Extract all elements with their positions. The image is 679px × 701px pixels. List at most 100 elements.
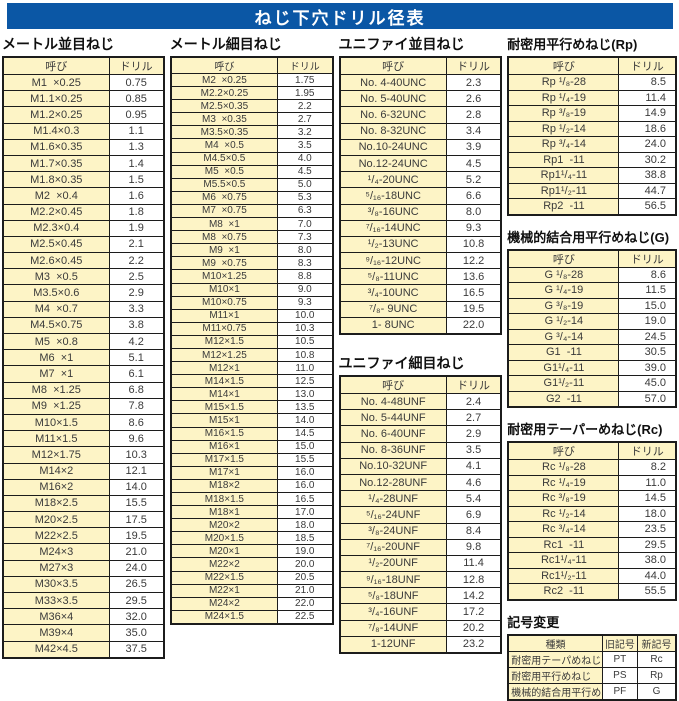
thread-name-cell: Rp ³/₄-14 [507,136,620,153]
table-row: No.10-32UNF 4.1 [339,457,502,475]
thread-name-cell: ⁷/₈- 9UNC [339,300,447,318]
drill-value-cell: 11.0 [277,361,334,376]
column-header: 呼び [170,56,279,74]
thread-name-cell: ¹/₄-28UNF [339,490,447,508]
thread-name-cell: M12×1.75 [2,446,110,464]
table-row: M10×0.75 9.3 [170,295,334,310]
table-row: G ¹/₄-19 11.5 [507,282,677,299]
drill-value-cell: 19.5 [445,300,502,318]
drill-value-cell: 15.5 [108,494,165,513]
thread-name-cell: M3.5×0.35 [170,125,279,140]
thread-name-cell: M18×1 [170,505,279,520]
drill-value-cell: 6.8 [108,381,165,399]
table-row: M2.5×0.35 2.2 [170,99,334,114]
thread-name-cell: M3 ×0.5 [2,268,110,286]
drill-value-cell: 20.5 [277,570,334,585]
thread-name-cell: Rc ¹/₈-28 [507,459,620,476]
thread-name-cell: G1¹/₄-11 [507,359,620,376]
thread-name-cell: ⁵/₈-11UNC [339,268,447,286]
thread-name-cell: M11×1.5 [2,430,110,448]
drill-value-cell: 1.3 [108,138,165,156]
drill-value-cell: 15.5 [277,452,334,467]
table-row: Rc2 -11 55.5 [507,583,677,600]
table-row: M1.6×0.35 1.3 [2,138,165,156]
thread-name-cell: M20×2 [170,518,279,533]
table-row: M33×3.5 29.5 [2,591,165,610]
drill-value-cell: 4.6 [445,473,502,492]
thread-name-cell: M22×2 [170,557,279,572]
drill-value-cell: 12.5 [277,374,334,389]
drill-value-cell: 3.4 [445,122,502,140]
section-title-symbol-change: 記号変更 [507,614,560,630]
table-row: G2 -11 57.0 [507,390,677,408]
drill-value-cell: 14.5 [277,426,334,441]
table-row: ⁵/₁₆-18UNC 6.6 [339,187,502,205]
drill-value-cell: 38.0 [618,552,677,569]
thread-name-cell: No.12-28UNF [339,473,447,492]
thread-name-cell: M20×1.5 [170,531,279,546]
section-title-rc: 耐密用テーパーめねじ(Rc) [507,422,663,437]
thread-name-cell: Rc ¹/₂-14 [507,505,620,522]
thread-name-cell: No. 6-40UNF [339,425,447,443]
thread-name-cell: M18×2 [170,478,279,494]
table-row: M36×4 32.0 [2,608,165,626]
drill-value-cell: 38.8 [618,167,677,184]
column-header: 呼び [339,56,447,75]
column-header: 呼び [507,56,620,75]
drill-value-cell: 8.0 [445,203,502,221]
drill-value-cell: 6.6 [445,187,502,205]
table-row: Rc1¹/₂-11 44.0 [507,567,677,584]
table-row: 1-12UNF 23.2 [339,635,502,654]
table-row: M4 ×0.7 3.3 [2,300,165,318]
table-row: Rp ¹/₄-19 11.4 [507,89,677,106]
table-row: M8 ×0.75 7.3 [170,230,334,245]
drill-value-cell: 24.5 [618,328,677,345]
thread-name-cell: M12×1.5 [170,334,279,349]
drill-value-cell: 24.0 [618,136,677,153]
drill-value-cell: 4.5 [445,154,502,173]
table-symbol_change: 種類 旧記号 新記号 耐密用テーパめねじ PT Rc 耐密用平行めねじ PS Rp 機械的結合用平… [507,633,678,701]
table-row: M42×4.5 37.5 [2,640,165,659]
thread-name-cell: M1 ×0.25 [2,73,110,92]
table-row: No.12-28UNF 4.6 [339,473,502,492]
table-row: M22×2 20.0 [170,557,334,572]
table-row: M1.1×0.25 0.85 [2,90,165,108]
thread-name-cell: G ³/₈-19 [507,297,620,314]
thread-name-cell: M6 ×1 [2,349,110,367]
thread-name-cell: M18×1.5 [170,491,279,507]
table-row: M17×1.5 15.5 [170,452,334,467]
drill-value-cell: 8.6 [618,266,677,283]
table-row: M16×1.5 14.5 [170,426,334,441]
thread-name-cell: ⁷/₁₆-14UNC [339,219,447,237]
table-row: M39×4 35.0 [2,624,165,642]
drill-value-cell: 8.8 [277,269,334,284]
table-row: M4.5×0.5 4.0 [170,151,334,166]
table-row: M16×2 14.0 [2,478,165,496]
table-row: G1 -11 30.5 [507,344,677,361]
drill-value-cell: 10.5 [277,334,334,349]
table-row: M8 ×1.25 6.8 [2,381,165,399]
table-row: M7 ×0.75 6.3 [170,203,334,219]
table-row: M9 ×0.75 8.3 [170,256,334,271]
header-row: 呼び ドリル [507,56,677,75]
drill-value-cell: 6.3 [277,203,334,219]
table-row: ³/₈-24UNF 8.4 [339,522,502,540]
table-row: ⁹/₁₆-12UNC 12.2 [339,252,502,270]
table-row: M24×3 21.0 [2,543,165,561]
thread-name-cell: ⁵/₁₆-24UNF [339,506,447,524]
table-row: M30×3.5 26.5 [2,575,165,594]
table-row: No. 5-40UNC 2.6 [339,90,502,108]
drill-value-cell: 3.9 [445,138,502,156]
thread-name-cell: M3 ×0.35 [170,112,279,127]
table-container-symbol-change: 種類 旧記号 新記号 耐密用テーパめねじ PT Rc 耐密用平行めねじ PS Rp 機械的結合用平… [507,633,678,701]
drill-value-cell: 22.0 [277,596,334,611]
drill-value-cell: 7.8 [108,397,165,415]
table-row: No. 8-36UNF 3.5 [339,441,502,459]
thread-name-cell: M36×4 [2,608,110,626]
thread-name-cell: M22×1 [170,583,279,598]
section-rc: 耐密用テーパーめねじ(Rc) 呼び ドリル Rc ¹/₈-28 8.2 Rc ¹/₄-1… [507,414,678,601]
table-row: M16×1 15.0 [170,439,334,454]
table-row: M6 ×0.75 5.3 [170,190,334,205]
table-row: Rc ³/₄-14 23.5 [507,521,677,538]
thread-name-cell: M11×1 [170,308,279,323]
